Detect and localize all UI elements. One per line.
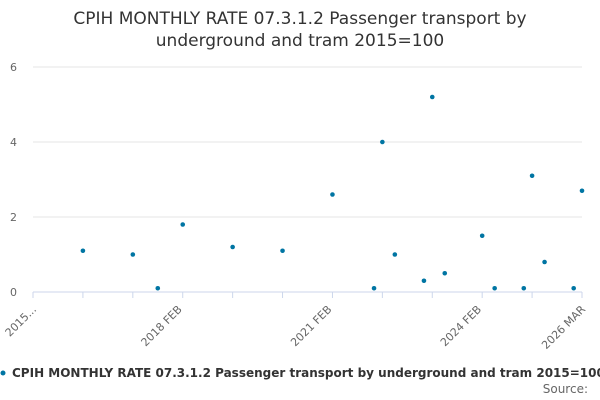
data-point[interactable] (571, 285, 576, 291)
data-point[interactable] (429, 94, 435, 100)
data-point[interactable] (371, 285, 377, 291)
data-point[interactable] (280, 248, 285, 254)
x-tick-label: 2026 MAR (539, 303, 588, 352)
y-axis-tick-labels: 0 2 4 6 (10, 61, 17, 299)
data-point[interactable] (529, 173, 535, 179)
y-tick-label: 6 (10, 61, 17, 74)
data-point[interactable] (180, 222, 186, 227)
data-point[interactable] (579, 188, 585, 194)
gridlines (33, 66, 582, 218)
x-tick-label: 2018 FEB (138, 303, 184, 349)
data-point[interactable] (442, 270, 448, 276)
x-tick-label: 2021 FEB (288, 303, 334, 349)
y-tick-label: 2 (10, 211, 17, 224)
source-credit: Source: (543, 382, 588, 396)
data-point[interactable] (392, 252, 398, 257)
data-point[interactable] (380, 139, 385, 145)
x-axis-tick-labels: 2015... 2018 FEB 2021 FEB 2024 FEB 2026 MAR (3, 303, 589, 352)
data-point[interactable] (330, 192, 335, 197)
x-axis (32, 291, 583, 298)
data-point[interactable] (542, 259, 547, 265)
series-points (80, 94, 585, 291)
data-point[interactable] (479, 233, 485, 239)
x-tick-label: 2024 FEB (438, 303, 484, 349)
x-tick-label: 2015... (3, 303, 39, 339)
data-point[interactable] (130, 252, 136, 257)
y-tick-label: 4 (10, 136, 17, 149)
legend[interactable]: CPIH MONTHLY RATE 07.3.1.2 Passenger tra… (0, 366, 600, 380)
data-point[interactable] (521, 285, 527, 291)
legend-item-label[interactable]: CPIH MONTHLY RATE 07.3.1.2 Passenger tra… (12, 366, 600, 380)
chart-title-line-1: CPIH MONTHLY RATE 07.3.1.2 Passenger tra… (73, 9, 526, 29)
data-point[interactable] (421, 278, 427, 284)
chart-title: CPIH MONTHLY RATE 07.3.1.2 Passenger tra… (73, 9, 526, 51)
data-point[interactable] (155, 285, 161, 291)
legend-marker (0, 370, 6, 376)
data-point[interactable] (80, 248, 86, 254)
data-point[interactable] (492, 285, 497, 291)
y-tick-label: 0 (10, 286, 17, 299)
data-point[interactable] (230, 244, 235, 250)
chart-title-line-2: underground and tram 2015=100 (156, 31, 444, 51)
